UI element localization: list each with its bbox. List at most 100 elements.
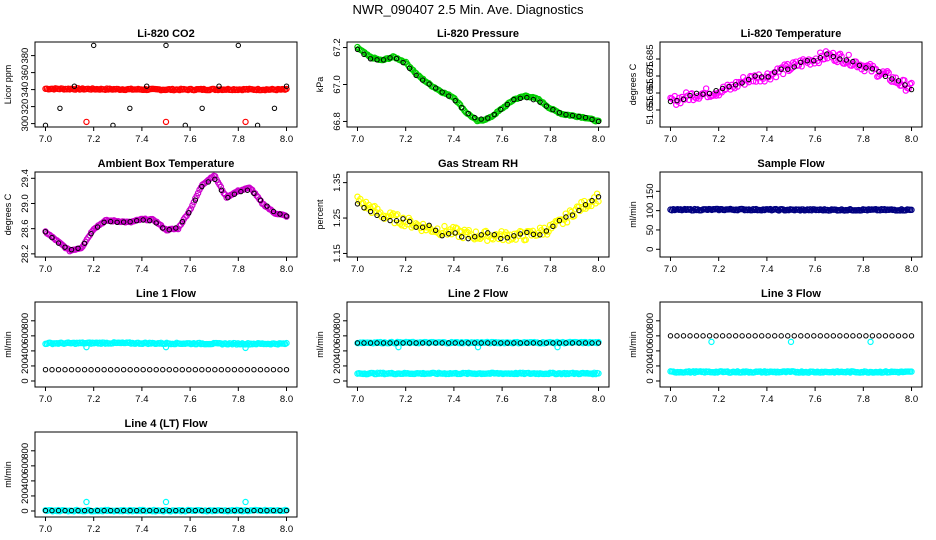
marker-point (120, 507, 127, 514)
marker-point (485, 230, 491, 236)
marker-point (537, 99, 543, 105)
marker-point (491, 340, 497, 346)
marker-point (589, 116, 595, 123)
marker-point (445, 340, 452, 346)
marker-point (674, 97, 680, 104)
marker-point (739, 333, 745, 339)
marker-point (804, 333, 810, 339)
marker-point (543, 340, 550, 346)
marker-point (55, 366, 62, 373)
data-point (815, 59, 823, 67)
marker-point (863, 333, 869, 339)
marker-point (68, 246, 75, 253)
marker-point (101, 366, 107, 373)
marker-point (511, 233, 517, 239)
y-tick-label: 200 (645, 358, 656, 374)
marker-point (160, 225, 166, 231)
marker-point (88, 231, 94, 237)
data-point (455, 233, 462, 241)
marker-point (856, 333, 863, 339)
data-point (595, 370, 602, 377)
marker-point (582, 114, 589, 121)
marker-point (107, 366, 114, 373)
marker-point (726, 83, 732, 90)
y-axis-label: Licor ppm (3, 65, 13, 105)
marker-point (817, 55, 824, 61)
marker-point (367, 340, 374, 346)
marker-point (173, 366, 179, 373)
panel-4: Gas Stream RH percent 7.0 7.2 7.4 7.6 7.8 8.0 1.… (315, 158, 610, 275)
y-tick-label: 800 (645, 313, 656, 329)
marker-point (166, 227, 172, 233)
panel-title: Ambient Box Temperature (98, 158, 235, 170)
x-tick-label: 7.6 (495, 394, 508, 405)
data-point (685, 368, 693, 375)
marker-point (101, 219, 107, 226)
data-point (174, 225, 182, 233)
marker-point (765, 74, 771, 80)
data-point (419, 220, 427, 228)
marker-point (231, 366, 238, 373)
y-tick-label: 28.6 (20, 219, 31, 238)
data-point (908, 368, 915, 375)
x-tick-label: 7.6 (183, 394, 196, 405)
marker-point (719, 333, 726, 339)
marker-point (244, 507, 251, 514)
data-point (829, 49, 837, 57)
marker-point (830, 333, 837, 339)
marker-point (589, 197, 595, 204)
marker-point (556, 110, 563, 116)
y-tick-label: 200 (20, 358, 31, 374)
y-tick-label: 400 (20, 343, 31, 359)
marker-point (270, 366, 277, 373)
x-tick-label: 8.0 (905, 134, 918, 145)
marker-point (700, 333, 706, 339)
plot-area (42, 339, 290, 373)
marker-point (582, 202, 589, 208)
data-point (274, 341, 282, 348)
plot-area (667, 205, 915, 214)
marker-point (850, 58, 856, 65)
data-point (908, 206, 915, 214)
marker-point (205, 507, 212, 514)
marker-point (367, 56, 374, 62)
marker-point (791, 64, 797, 70)
marker-point (700, 91, 706, 97)
data-point (212, 173, 219, 180)
marker-point (127, 507, 133, 514)
data-point (591, 369, 598, 376)
data-point (714, 205, 721, 213)
marker-point (693, 333, 700, 339)
marker-point (186, 507, 192, 514)
marker-point (889, 76, 895, 82)
marker-point (745, 333, 752, 339)
data-point (421, 223, 428, 231)
data-point (364, 205, 371, 212)
outlier-point (787, 338, 795, 346)
marker-point (406, 65, 413, 72)
marker-point (367, 208, 374, 215)
y-tick-label: 800 (20, 313, 31, 329)
marker-point (153, 507, 159, 514)
marker-point (902, 82, 908, 88)
marker-point (49, 507, 55, 514)
marker-point (680, 96, 687, 102)
marker-point (491, 111, 497, 118)
x-tick-label: 7.0 (39, 524, 52, 535)
marker-point (582, 340, 589, 346)
marker-point (354, 201, 361, 207)
y-tick-label: 200 (20, 488, 31, 504)
data-point (176, 506, 183, 514)
y-tick-label: 100 (645, 203, 656, 219)
panel-title: Gas Stream RH (438, 158, 518, 170)
x-tick-label: 7.6 (808, 264, 821, 275)
plot-frame (34, 431, 298, 518)
marker-point (186, 366, 192, 373)
panel-title: Line 1 Flow (136, 288, 196, 300)
marker-point (231, 507, 238, 514)
marker-point (465, 235, 471, 242)
y-tick-label: 29.0 (20, 194, 31, 213)
data-point (429, 228, 437, 235)
marker-point (419, 224, 426, 230)
y-tick-label: 29.4 (20, 169, 31, 188)
